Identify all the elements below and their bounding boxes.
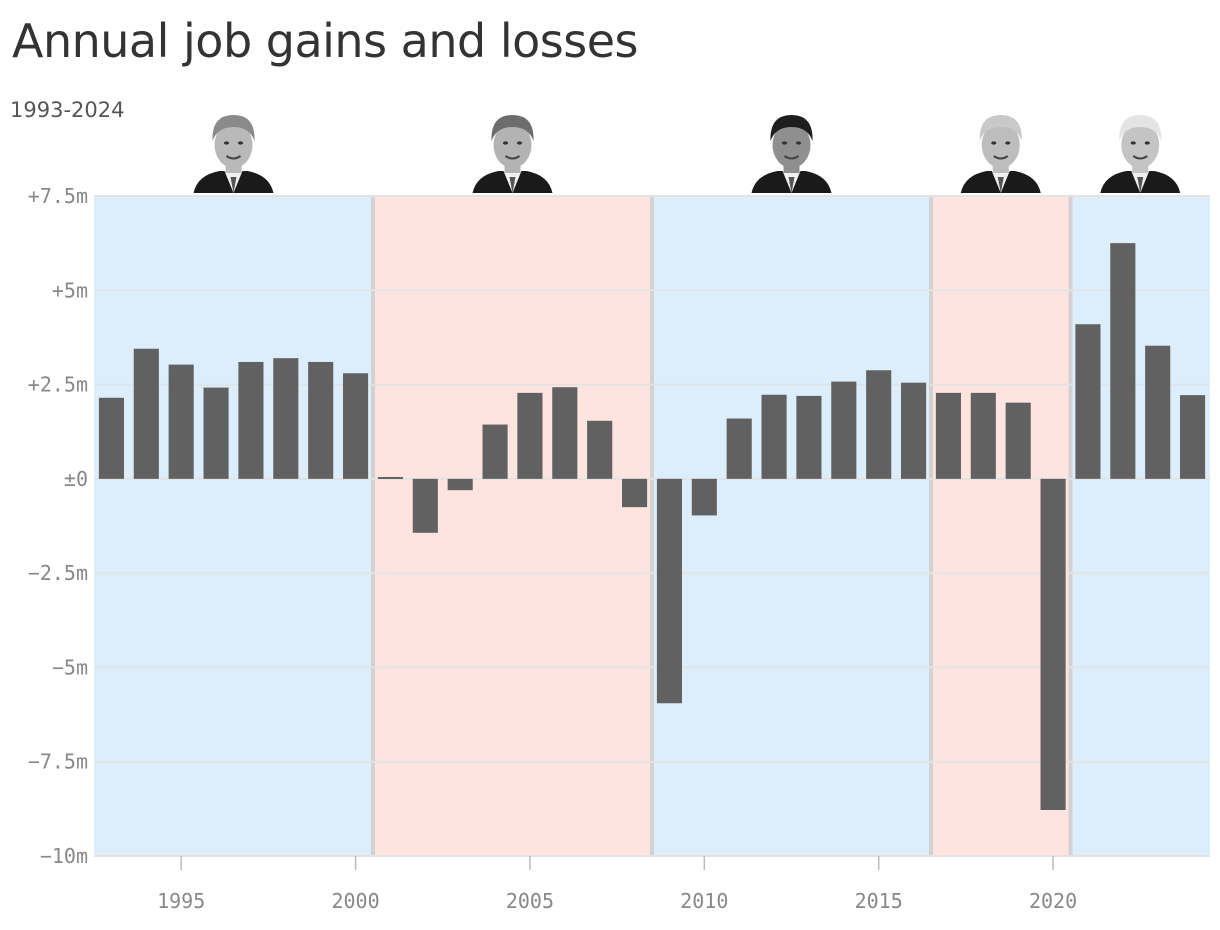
bar-2010 — [691, 478, 717, 516]
bar-2015 — [866, 370, 892, 479]
y-tick-label: −7.5m — [28, 750, 88, 774]
trump-portrait-icon — [960, 115, 1041, 193]
bar-2004 — [482, 424, 508, 479]
bar-1999 — [308, 361, 334, 479]
right-eye-shape — [795, 141, 802, 145]
y-axis-labels: +7.5m +5m +2.5m ±0 −2.5m −5m −7.5m −10m — [28, 184, 88, 868]
bar-2000 — [343, 373, 369, 479]
bar-2023 — [1145, 345, 1171, 479]
right-eye-shape — [237, 141, 244, 145]
bar-2014 — [831, 381, 857, 479]
left-eye-shape — [223, 141, 230, 145]
chart-title: Annual job gains and losses — [12, 14, 638, 68]
bar-2019 — [1005, 402, 1031, 479]
hair-shape — [979, 115, 1022, 141]
bar-1997 — [238, 361, 264, 479]
bush-portrait-icon — [472, 115, 553, 193]
face-shape — [772, 122, 811, 168]
bar-2007 — [587, 420, 613, 479]
y-tick-label: −5m — [52, 655, 88, 679]
bar-1994 — [133, 348, 159, 479]
bar-2012 — [761, 394, 787, 479]
tie-shape — [1137, 177, 1144, 193]
x-tick-label: 2000 — [331, 889, 379, 913]
clinton-portrait-icon — [193, 115, 274, 193]
bar-2020 — [1040, 478, 1066, 810]
hair-shape — [212, 115, 255, 141]
y-tick-label: +7.5m — [28, 184, 88, 208]
bar-2013 — [796, 395, 822, 479]
right-eye-shape — [1144, 141, 1150, 145]
face-shape — [214, 122, 253, 168]
face-shape — [981, 122, 1020, 168]
x-tick-label: 1995 — [157, 889, 205, 913]
left-eye-shape — [502, 141, 509, 145]
term-band — [652, 196, 931, 856]
left-eye-shape — [991, 141, 997, 145]
hair-shape — [1119, 115, 1162, 141]
left-eye-shape — [1130, 141, 1136, 145]
x-tick-label: 2020 — [1029, 889, 1077, 913]
bar-2008 — [622, 478, 648, 508]
bar-2021 — [1075, 324, 1101, 479]
bar-2003 — [447, 478, 473, 491]
bar-2016 — [901, 382, 927, 479]
y-tick-label: ±0 — [64, 467, 88, 491]
hair-shape — [491, 115, 534, 141]
bar-2011 — [726, 418, 752, 479]
mouth-shape — [504, 155, 521, 160]
mouth-shape — [783, 155, 800, 160]
bar-2017 — [935, 392, 961, 479]
bar-2006 — [552, 387, 578, 479]
biden-portrait-icon — [1100, 115, 1181, 193]
bars — [98, 243, 1206, 810]
x-tick-label: 2015 — [855, 889, 903, 913]
x-tick-label: 2010 — [680, 889, 728, 913]
bar-2001 — [377, 476, 403, 479]
face-shape — [1121, 122, 1160, 168]
x-axis-labels: 1995 2000 2005 2010 2015 2020 — [157, 856, 1077, 913]
right-eye-shape — [516, 141, 523, 145]
term-band — [1070, 196, 1210, 856]
hair-shape — [770, 115, 813, 141]
y-tick-label: −2.5m — [28, 561, 88, 585]
bar-2002 — [412, 478, 438, 533]
term-band — [94, 196, 373, 856]
bar-1995 — [168, 364, 194, 479]
obama-portrait-icon — [751, 115, 832, 193]
mouth-shape — [993, 155, 1009, 160]
y-tick-label: +2.5m — [28, 373, 88, 397]
right-eye-shape — [1005, 141, 1011, 145]
bar-2009 — [656, 478, 682, 704]
bar-1998 — [273, 358, 299, 479]
tie-shape — [788, 177, 795, 193]
y-tick-label: +5m — [52, 278, 88, 302]
bar-2024 — [1180, 395, 1206, 479]
bar-1993 — [98, 397, 124, 479]
y-tick-label: −10m — [40, 844, 88, 868]
x-tick-label: 2005 — [506, 889, 554, 913]
left-eye-shape — [781, 141, 788, 145]
face-shape — [493, 122, 532, 168]
president-portraits — [193, 115, 1181, 193]
tie-shape — [230, 177, 237, 193]
tie-shape — [997, 177, 1004, 193]
bar-2018 — [970, 392, 996, 479]
bar-2022 — [1110, 243, 1136, 479]
bar-2005 — [517, 392, 543, 479]
chart-subtitle: 1993-2024 — [10, 98, 125, 122]
mouth-shape — [1132, 155, 1148, 160]
mouth-shape — [225, 155, 242, 160]
bar-1996 — [203, 387, 229, 479]
tie-shape — [509, 177, 516, 193]
